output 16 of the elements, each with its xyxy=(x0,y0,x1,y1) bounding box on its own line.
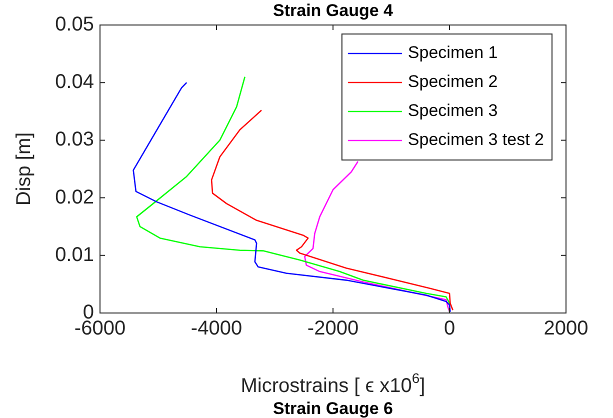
x-tick-label: -2000 xyxy=(307,318,359,340)
x-tick-label: -4000 xyxy=(190,318,242,340)
legend-label: Specimen 2 xyxy=(408,72,498,92)
y-tick-label: 0.02 xyxy=(55,186,94,208)
legend-label: Specimen 1 xyxy=(408,43,498,62)
y-tick-label: 0.01 xyxy=(55,244,94,266)
y-tick-label: 0.05 xyxy=(55,14,94,36)
y-axis-title: Disp [m] xyxy=(13,132,35,206)
y-tick-label: 0.03 xyxy=(55,128,94,151)
chart-title: Strain Gauge 4 xyxy=(273,1,394,20)
x-tick-label: 0 xyxy=(444,318,456,340)
y-tick-label: 0.04 xyxy=(55,71,94,94)
text: Strain Gauge 6 xyxy=(273,399,393,418)
legend-label: Specimen 3 test 2 xyxy=(408,130,544,150)
legend-label: Specimen 3 xyxy=(408,101,498,120)
x-tick-label: 2000 xyxy=(544,318,588,340)
